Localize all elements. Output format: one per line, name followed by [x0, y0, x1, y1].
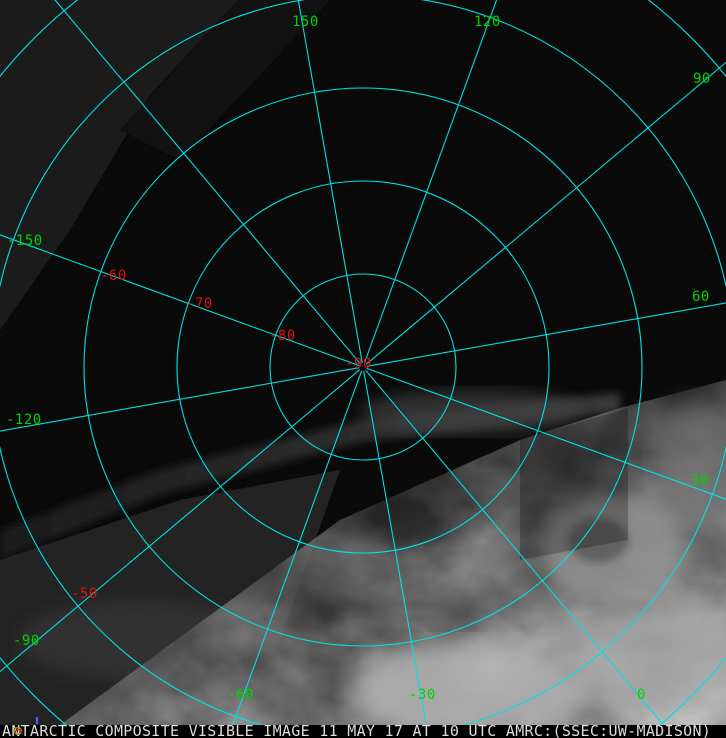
latitude-label: -90: [345, 356, 372, 372]
meridian--90: [0, 369, 361, 673]
latitude-label: -80: [269, 328, 296, 344]
longitude-label: -60: [227, 687, 254, 703]
meridian--60: [232, 370, 363, 725]
longitude-label: -30: [409, 687, 436, 703]
meridian-30: [366, 367, 726, 500]
caption-bar: ANTARCTIC COMPOSITE VISIBLE IMAGE 11 MAY…: [0, 717, 726, 738]
longitude-label: -120: [6, 412, 42, 428]
latitude-label: -50: [71, 586, 98, 602]
latitude-label: -70: [186, 296, 213, 312]
longitude-label: 90: [693, 71, 711, 87]
red-mark-artifact: [13, 728, 23, 734]
longitude-label: 0: [637, 687, 646, 703]
meridian--30: [363, 370, 427, 725]
meridian-0: [365, 369, 665, 725]
latitude-label: -60: [100, 268, 127, 284]
latitude-circle--70: [176, 180, 550, 554]
meridian--150: [0, 234, 360, 367]
latitude-circle--80: [269, 273, 457, 461]
meridian-60: [366, 302, 726, 367]
longitude-label: 120: [474, 14, 501, 30]
meridian-90: [365, 61, 726, 365]
blue-tick-artifact: [36, 717, 38, 724]
meridian-120: [363, 0, 498, 364]
caption-text: ANTARCTIC COMPOSITE VISIBLE IMAGE 11 MAY…: [2, 722, 711, 738]
longitude-label: -150: [7, 233, 43, 249]
caption-bar-background: [0, 725, 726, 738]
meridian-150: [297, 0, 363, 364]
latitude-circle--60: [83, 87, 643, 647]
longitude-label: 60: [692, 289, 710, 305]
longitude-label: -90: [13, 633, 40, 649]
graticule-labels: 150 120 90 60 30 0 -30 -60 -90 -120 -150 -60 -70 -80 -…: [6, 14, 711, 703]
meridian-180: [54, 0, 361, 365]
meridian--120: [0, 367, 360, 432]
longitude-label: 30: [691, 473, 709, 489]
longitude-label: 150: [292, 14, 319, 30]
